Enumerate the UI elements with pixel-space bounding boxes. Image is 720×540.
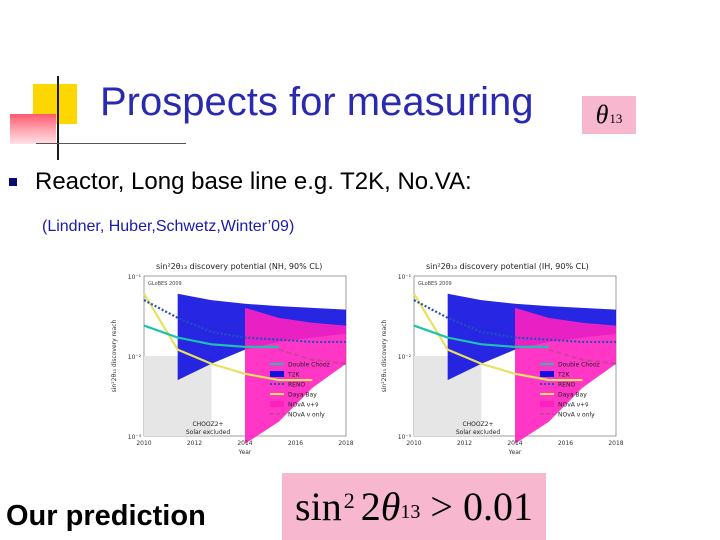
x-tick-label: 2012 [457,440,472,447]
chart-title: sin²2θ₁₃ discovery potential (NH, 90% CL… [156,262,322,271]
legend-swatch [540,401,554,407]
formula-relation: > [420,484,463,529]
y-tick-label: 10⁻¹ [398,274,412,281]
y-tick-label: 10⁻¹ [128,274,142,281]
x-axis-label: Year [238,449,252,456]
chart-nh: sin²2θ₁₃ discovery potential (NH, 90% CL… [111,262,354,456]
x-tick-label: 2018 [338,440,353,447]
legend-label: RENO [288,382,305,389]
bullet-square-icon [9,178,17,186]
chart-corner-label: GLoBES 2009 [148,281,182,287]
title-decoration-horizontal-line [36,143,186,144]
y-tick-label: 10⁻³ [128,434,142,441]
legend-label: Daya Bay [558,392,587,399]
legend-swatch [270,401,284,407]
formula-value: 0.01 [462,484,533,529]
title-decoration-vertical-line [57,76,59,160]
series-reno-line [143,299,346,344]
series-double-chooz-line [413,324,549,348]
x-tick-label: 2012 [187,440,202,447]
legend-label: NOvA ν+ν̄ [558,402,589,409]
our-prediction-label: Our prediction [6,500,206,532]
y-axis-label: sin²2θ₁₃ discovery reach [111,319,118,392]
series-daya-bay-line [413,293,583,382]
chart-title: sin²2θ₁₃ discovery potential (IH, 90% CL… [426,262,589,271]
prediction-formula: sin 2 2 θ 13 > 0.01 [282,473,546,540]
series-reno-line [413,299,616,344]
x-axis-label: Year [508,449,522,456]
legend-label: Daya Bay [288,392,317,399]
legend-label: T2K [287,372,300,379]
annotation-chooz2: CHOOZ2+ [462,421,493,428]
legend-swatch [540,371,554,377]
annotation-solar-excluded: Solar excluded [186,429,230,436]
formula-power: 2 [343,487,355,513]
x-tick-label: 2010 [406,440,421,447]
annotation-solar-excluded: Solar excluded [456,429,500,436]
legend-label: Double Chooz [288,362,330,369]
bullet-text: Reactor, Long base line e.g. T2K, No.VA: [35,168,472,195]
theta-symbol: θ [595,100,609,129]
formula-sub: 13 [400,501,421,523]
citation: (Lindner, Huber,Schwetz,Winter’09) [42,218,295,235]
legend-label: NOvA ν only [558,412,595,419]
theta-subscript: 13 [609,111,623,126]
x-tick-label: 2014 [237,440,252,447]
y-tick-label: 10⁻² [128,354,142,361]
series-double-chooz-line [143,324,279,348]
x-tick-label: 2016 [558,440,573,447]
formula-coef: 2 [360,484,381,529]
chart-ih: sin²2θ₁₃ discovery potential (IH, 90% CL… [381,262,624,456]
slide-title: Prospects for measuring [100,80,534,124]
title-decoration-pink-square [10,114,56,144]
x-tick-label: 2014 [507,440,522,447]
legend-label: NOvA ν+ν̄ [288,402,319,409]
formula-func: sin [295,484,342,529]
series-nova-nu-only-line [548,348,617,365]
annotation-chooz2: CHOOZ2+ [192,421,223,428]
title-theta-symbol: θ 13 [582,96,636,134]
legend-swatch [270,371,284,377]
x-tick-label: 2010 [136,440,151,447]
y-tick-label: 10⁻³ [398,434,412,441]
y-tick-label: 10⁻² [398,354,412,361]
chart-corner-label: GLoBES 2009 [418,281,452,287]
y-axis-label: sin²2θ₁₃ discovery reach [381,319,388,392]
x-tick-label: 2016 [288,440,303,447]
series-daya-bay-line [143,293,313,382]
formula-symbol: θ [380,484,401,529]
legend-label: NOvA ν only [288,412,325,419]
x-tick-label: 2018 [608,440,623,447]
legend-label: Double Chooz [558,362,600,369]
legend-label: RENO [558,382,575,389]
series-nova-nu-only-line [278,348,347,365]
legend-label: T2K [557,372,570,379]
